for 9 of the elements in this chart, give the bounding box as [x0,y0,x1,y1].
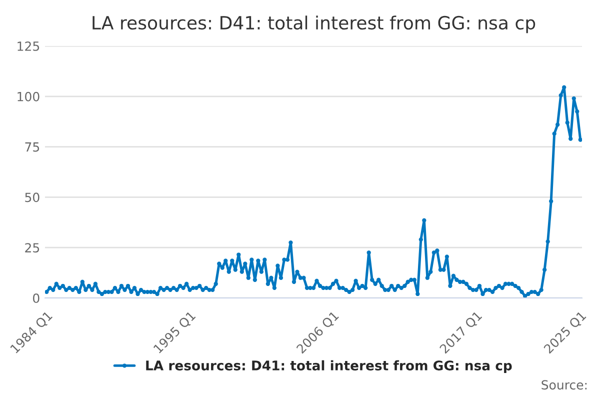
y-tick-label: 0 [33,293,40,303]
chart-title: LA resources: D41: total interest from GG: nsa cp [92,16,536,34]
y-tick-label: 100 [18,92,40,102]
y-tick-label: 25 [25,243,40,253]
y-tick-label: 125 [18,41,40,51]
y-tick-label: 75 [25,142,40,152]
source-note: Source: [542,380,587,390]
y-tick-label: 50 [25,192,40,202]
legend-label: LA resources: D41: total interest from GG: nsa cp [146,360,512,374]
